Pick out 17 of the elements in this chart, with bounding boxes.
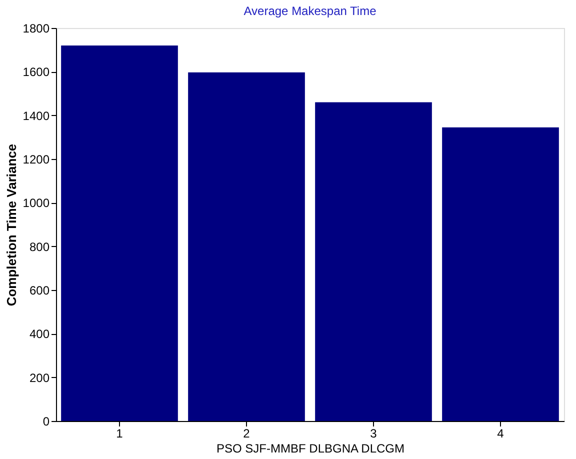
- y-tick-label: 1600: [22, 65, 50, 80]
- x-tick-label: 2: [243, 426, 250, 440]
- y-tick-label: 1800: [22, 22, 50, 36]
- y-tick-label: 800: [29, 240, 50, 254]
- y-tick-label: 1200: [22, 152, 50, 166]
- y-tick-label: 200: [29, 370, 50, 385]
- y-tick-label: 1000: [22, 196, 50, 210]
- x-tick-label: 4: [497, 426, 504, 440]
- y-axis-title: Completion Time Variance: [4, 144, 19, 306]
- y-tick-label: 1400: [22, 108, 50, 123]
- x-tick-label: 1: [116, 426, 124, 440]
- x-tick-label: 3: [370, 426, 378, 440]
- y-tick-label: 0: [42, 414, 50, 428]
- y-tick-label: 600: [29, 284, 50, 298]
- chart-title: Average Makespan Time: [244, 4, 377, 18]
- x-axis-title: PSO SJF-MMBF DLBGNA DLCGM: [216, 442, 405, 456]
- y-tick-label: 400: [29, 327, 50, 342]
